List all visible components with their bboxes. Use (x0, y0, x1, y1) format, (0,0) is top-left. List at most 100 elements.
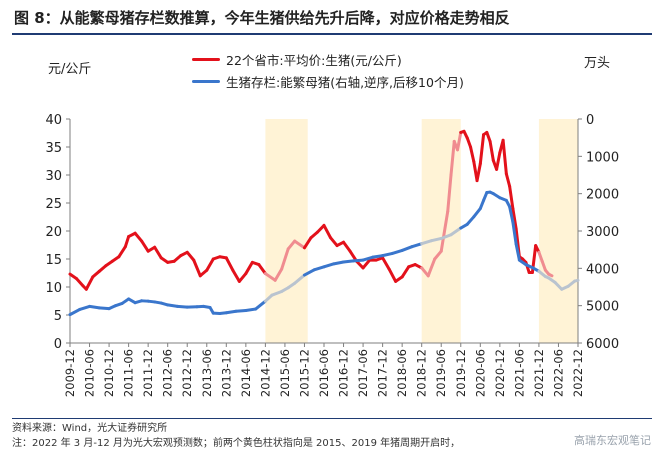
watermark: 高瑞东宏观笔记 (570, 432, 651, 448)
series-2-segment (234, 309, 248, 313)
series-2-forecast-segment (553, 281, 564, 291)
x-tick-label: 2012-06 (161, 349, 175, 397)
x-tick-label: 2013-12 (219, 349, 233, 397)
series-2-segment (514, 242, 521, 262)
legend-label-price: 22个省市:平均价:生猪(元/公斤) (226, 52, 402, 68)
series-1-segment (231, 268, 241, 283)
series-1-segment (426, 257, 437, 278)
left-tick-label: 25 (45, 197, 62, 212)
series-1-segment (153, 245, 163, 260)
series-2-segment (332, 260, 346, 266)
right-tick-label: 4000 (586, 262, 619, 277)
x-tick-label: 2021-06 (512, 349, 526, 397)
series-1-segment (140, 239, 150, 253)
x-tick-label: 2014-06 (239, 349, 253, 397)
series-2-segment (390, 248, 404, 255)
series-2-segment (410, 242, 424, 249)
left-tick-label: 20 (45, 225, 62, 240)
series-2-segment (400, 245, 414, 252)
series-1-segment (540, 259, 547, 272)
legend-swatch-price (192, 57, 220, 61)
left-tick-label: 15 (45, 253, 62, 268)
series-1-segment (511, 207, 518, 231)
series-1-segment (123, 235, 131, 249)
x-tick-label: 2013-06 (200, 349, 214, 397)
series-1-segment (446, 173, 453, 213)
series-2-segment (254, 299, 267, 311)
series-2-segment (439, 233, 453, 240)
series-1-segment (280, 247, 290, 271)
x-tick-label: 2019-12 (454, 349, 468, 397)
series-1-segment (456, 130, 463, 152)
series-2-segment (302, 268, 316, 277)
series-1-segment (224, 256, 235, 272)
x-tick-label: 2018-06 (395, 349, 409, 397)
series-1-segment (381, 256, 391, 271)
series-2-segment (508, 205, 515, 224)
series-2-segment (449, 226, 463, 237)
x-tick-label: 2018-12 (415, 349, 429, 397)
x-tick-label: 2021-12 (532, 349, 546, 397)
series-1-segment (192, 258, 202, 278)
right-axis-unit: 万头 (584, 56, 611, 71)
legend-item-price: 22个省市:平均价:生猪(元/公斤) (192, 48, 464, 70)
series-1-forecast-segment (547, 272, 554, 278)
series-1-segment (185, 250, 196, 262)
series-1-segment (439, 209, 450, 253)
series-1-segment (504, 172, 512, 188)
x-tick-label: 2016-06 (317, 349, 331, 397)
series-1-segment (257, 263, 267, 276)
series-2-segment (429, 236, 443, 243)
series-1-segment (205, 257, 215, 272)
series-2-segment (224, 309, 238, 315)
series-1-segment (244, 260, 254, 276)
source-note: 资料来源：Wind，光大证券研究所 (12, 423, 168, 434)
series-2-segment (511, 220, 518, 246)
figure-title-bar: 图 8：从能繁母猪存栏数推算，今年生猪供给先升后降，对应价格走势相反 (0, 0, 663, 35)
series-1-segment (537, 250, 544, 263)
series-1-segment (495, 151, 502, 171)
right-tick-label: 3000 (586, 225, 619, 240)
series-1-segment (329, 236, 339, 248)
x-tick-label: 2012-12 (180, 349, 194, 397)
series-1-segment (361, 258, 372, 270)
series-2-segment (381, 251, 394, 258)
series-1-segment (263, 272, 277, 282)
dual-axis-line-chart: 0 5 10 15 20 25 30 35 40 0 1000 2000 3000 4000 5000 600… (45, 113, 619, 397)
highlight-band-3 (538, 119, 578, 343)
x-tick-label: 2015-12 (297, 349, 311, 397)
series-1-segment (400, 265, 411, 279)
x-tick-label: 2017-12 (376, 349, 390, 397)
series-2-segment (97, 306, 111, 311)
x-tick-label: 2015-06 (278, 349, 292, 397)
series-2-segment (270, 289, 284, 297)
series-1-segment (478, 133, 486, 166)
legend: 22个省市:平均价:生猪(元/公斤) 生猪存栏:能繁母猪(右轴,逆序,后移10个… (192, 48, 464, 92)
series-2-segment (322, 262, 336, 269)
x-tick-label: 2014-12 (258, 349, 272, 397)
left-tick-label: 5 (54, 309, 62, 324)
figure-footer: 资料来源：Wind，光大证券研究所 注：2022 年 3 月-12 月为光大宏观… (12, 418, 652, 451)
left-tick-label: 30 (45, 169, 62, 184)
left-axis-unit: 元/公斤 (48, 62, 92, 77)
left-tick-label: 0 (54, 337, 62, 352)
series-2-segment (342, 259, 355, 264)
series-1-segment (237, 272, 248, 283)
legend-swatch-stock (192, 79, 220, 83)
series-1-segment (501, 138, 508, 176)
series-2-segment (472, 207, 482, 219)
right-tick-label: 1000 (586, 150, 619, 165)
series-2-segment (166, 303, 179, 308)
x-tick-label: 2022-12 (571, 349, 585, 397)
series-1-segment (485, 130, 492, 143)
series-1-segment (469, 145, 476, 164)
footnote: 注：2022 年 3 月-12 月为光大宏观预测数；前两个黄色柱状指向是 201… (12, 438, 461, 449)
series-2-segment (68, 307, 82, 317)
highlight-band-1 (265, 119, 308, 343)
series-1-segment (475, 162, 482, 183)
x-tick-label: 2020-12 (493, 349, 507, 397)
right-tick-label: 2000 (586, 188, 619, 203)
x-tick-label: 2016-12 (337, 349, 351, 397)
series-2-segment (371, 254, 385, 259)
legend-item-stock: 生猪存栏:能繁母猪(右轴,逆序,后移10个月) (192, 70, 464, 92)
